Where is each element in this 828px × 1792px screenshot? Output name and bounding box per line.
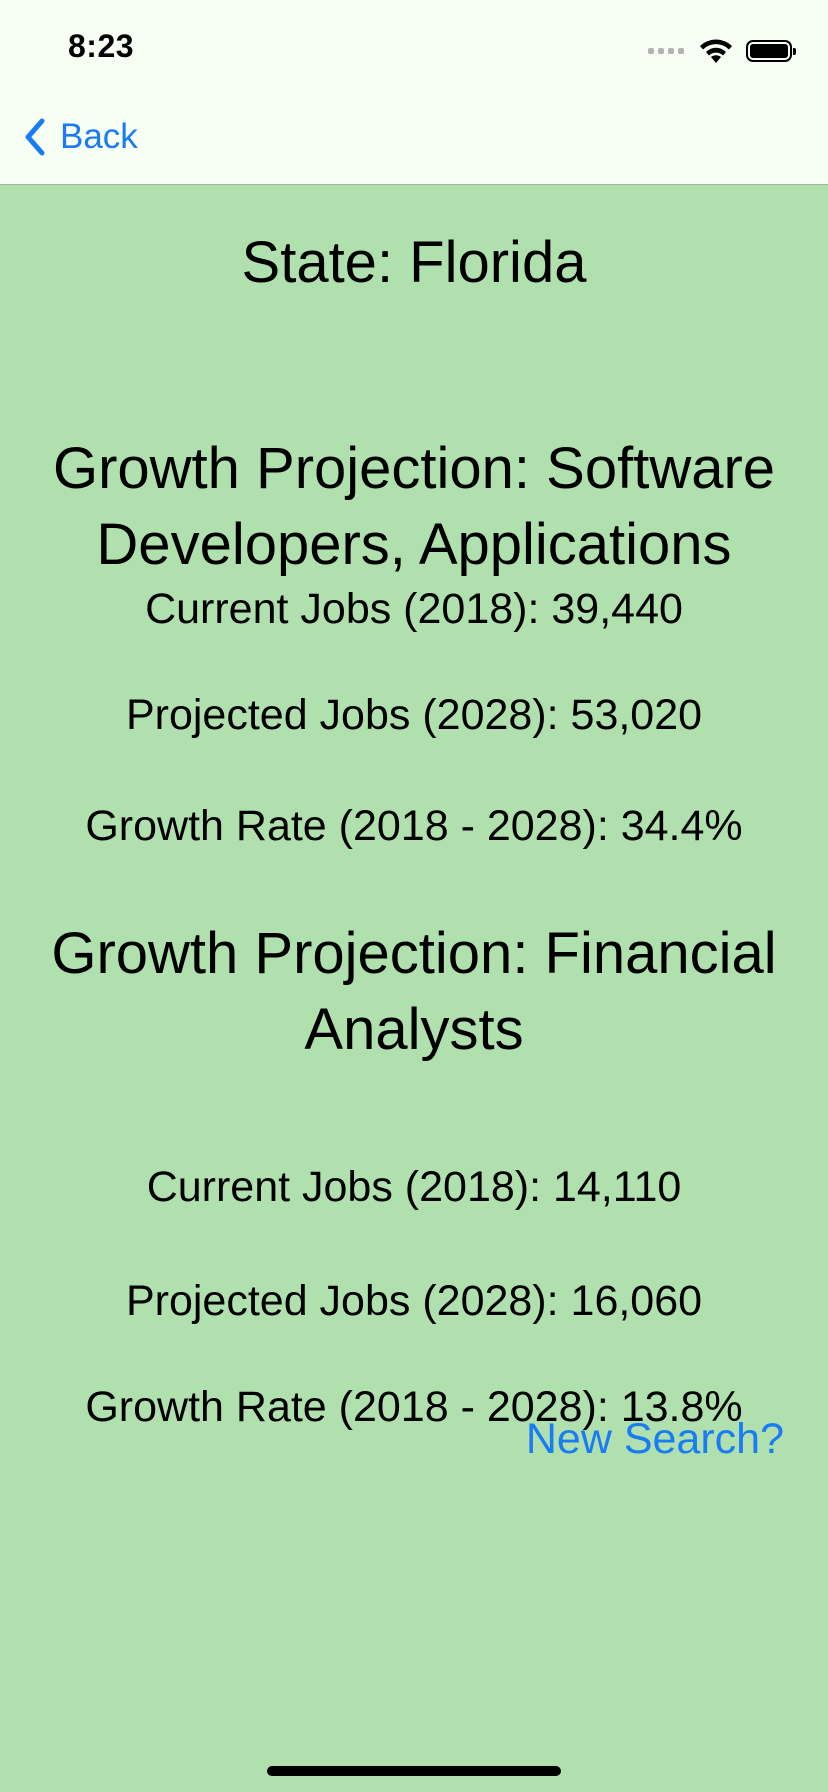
signal-icon xyxy=(648,48,684,54)
projected-jobs-software-developers: Projected Jobs (2028): 53,020 xyxy=(125,691,703,739)
back-button-label: Back xyxy=(60,117,138,156)
projection-title-financial-analysts: Growth Projection: Financial Analysts xyxy=(51,921,777,1062)
growth-rate-software-developers: Growth Rate (2018 - 2028): 34.4% xyxy=(85,802,743,850)
growth-rate-financial-analysts: Growth Rate (2018 - 2028): 13.8% xyxy=(85,1383,743,1431)
current-jobs-financial-analysts: Current Jobs (2018): 14,110 xyxy=(146,1163,682,1211)
state-title: State: Florida xyxy=(241,230,587,295)
back-button[interactable]: Back xyxy=(22,115,138,159)
status-time: 8:23 xyxy=(68,28,135,64)
chevron-left-icon xyxy=(25,118,45,156)
battery-icon xyxy=(746,40,796,62)
wifi-icon xyxy=(700,39,732,63)
status-bar: 8:23 xyxy=(0,0,828,95)
status-icons xyxy=(648,36,796,66)
projection-title-software-developers: Growth Projection: Software Developers, … xyxy=(52,436,776,577)
navigation-bar: Back xyxy=(0,95,828,185)
new-search-button[interactable]: New Search? xyxy=(525,1415,784,1463)
home-indicator[interactable] xyxy=(267,1766,561,1776)
projected-jobs-financial-analysts: Projected Jobs (2028): 16,060 xyxy=(125,1277,703,1325)
current-jobs-software-developers: Current Jobs (2018): 39,440 xyxy=(145,585,683,633)
